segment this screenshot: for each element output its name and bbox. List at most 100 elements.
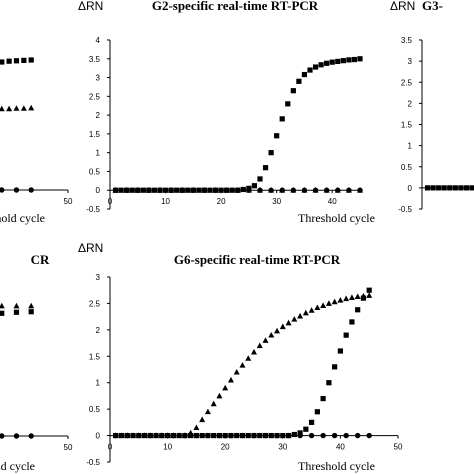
x-tick-label: 10 [163, 443, 172, 452]
y-tick-label: 1.5 [401, 121, 413, 130]
series-square [424, 185, 474, 191]
x-tick-label: 0 [108, 197, 113, 206]
circle-marker [201, 187, 208, 193]
y-tick-label: 2.5 [401, 78, 413, 87]
triangle-marker [308, 307, 315, 313]
square-marker [196, 187, 202, 193]
circle-marker [157, 187, 163, 193]
chart-title: G3- [422, 0, 443, 13]
y-tick-label: 0.5 [89, 405, 101, 414]
triangle-marker [314, 304, 321, 311]
y-tick-label: 0 [96, 186, 101, 195]
x-axis-label: Threshold cycle [298, 211, 375, 225]
triangle-marker [204, 408, 211, 415]
y-tick-label: 3.5 [89, 55, 101, 64]
x-axis-label: Threshold cycle [298, 459, 375, 473]
circle-marker [13, 433, 20, 439]
triangle-marker [366, 292, 373, 298]
square-marker [211, 432, 217, 439]
square-marker [257, 432, 263, 439]
square-marker [129, 187, 135, 193]
triangle-marker [320, 302, 327, 308]
square-marker [268, 432, 274, 439]
panel-top-left: 4050hold cycle [0, 57, 73, 225]
square-marker [262, 165, 269, 171]
y-tick-label: 1.5 [89, 130, 101, 139]
triangle-marker [28, 104, 35, 111]
series-square [0, 309, 34, 316]
square-marker [188, 432, 194, 439]
y-axis-label: ΔRN [390, 0, 415, 13]
triangle-marker [199, 416, 206, 423]
square-marker [355, 307, 361, 313]
circle-marker [346, 187, 352, 193]
square-marker [349, 319, 355, 325]
panel-bottom-middle: 0 10 20 30 40 50 -0.5 0 0.5 1 1.5 2 2.5 3 G6-specific … [78, 241, 403, 473]
square-marker [279, 116, 285, 122]
square-marker [441, 185, 447, 191]
circle-marker [274, 432, 280, 439]
x-tick-label: 50 [64, 197, 73, 206]
x-tick-label: 0 [108, 443, 113, 452]
series-triangle [0, 104, 35, 112]
square-marker [291, 431, 297, 438]
triangle-marker [28, 302, 35, 309]
circle-marker [320, 432, 326, 439]
circle-marker [343, 432, 349, 439]
square-marker [28, 57, 34, 63]
square-marker [340, 58, 346, 64]
series-circle [0, 187, 34, 193]
square-marker [240, 186, 246, 193]
triangle-marker [227, 376, 234, 383]
circle-marker [331, 432, 338, 439]
y-tick-label: 3.5 [401, 36, 413, 45]
triangle-marker [245, 355, 252, 361]
square-marker [245, 432, 251, 439]
square-marker [326, 380, 332, 386]
triangle-marker [210, 400, 217, 407]
circle-marker [136, 432, 142, 439]
triangle-marker [0, 105, 5, 112]
square-marker [130, 432, 136, 439]
triangle-marker [337, 297, 344, 303]
square-marker [141, 432, 148, 439]
x-tick-label: 50 [394, 443, 403, 452]
circle-marker [13, 187, 20, 193]
square-marker [268, 150, 274, 156]
circle-marker [262, 432, 269, 439]
square-marker [207, 187, 213, 193]
triangle-marker [354, 293, 361, 299]
circle-marker [146, 187, 152, 193]
x-tick-label: 30 [272, 197, 281, 206]
circle-marker [190, 187, 197, 193]
chart-title: G2-specific real-time RT-PCR [152, 0, 319, 13]
circle-marker [123, 187, 130, 193]
triangle-marker [13, 105, 20, 111]
square-marker [452, 185, 458, 191]
square-marker [320, 395, 326, 402]
triangle-marker [239, 362, 246, 368]
square-marker [430, 185, 436, 191]
circle-marker [147, 432, 154, 439]
y-tick-label: 1 [96, 149, 101, 158]
x-tick-label: 20 [221, 443, 230, 452]
circle-marker [297, 432, 303, 439]
circle-marker [357, 187, 363, 193]
y-tick-label: 3 [96, 74, 101, 83]
square-marker [0, 310, 5, 316]
circle-marker [0, 433, 5, 439]
circle-marker [135, 187, 141, 193]
circle-marker [366, 432, 372, 439]
square-marker [274, 133, 280, 139]
square-marker [312, 64, 319, 70]
circle-marker [124, 432, 130, 439]
triangle-marker [297, 312, 304, 319]
square-marker [28, 309, 34, 315]
y-tick-label: 0.5 [89, 167, 101, 176]
chart-title: CR [31, 252, 50, 267]
series-triangle [0, 302, 35, 309]
circle-marker [170, 432, 177, 439]
circle-marker [354, 432, 361, 439]
square-marker [335, 58, 341, 65]
